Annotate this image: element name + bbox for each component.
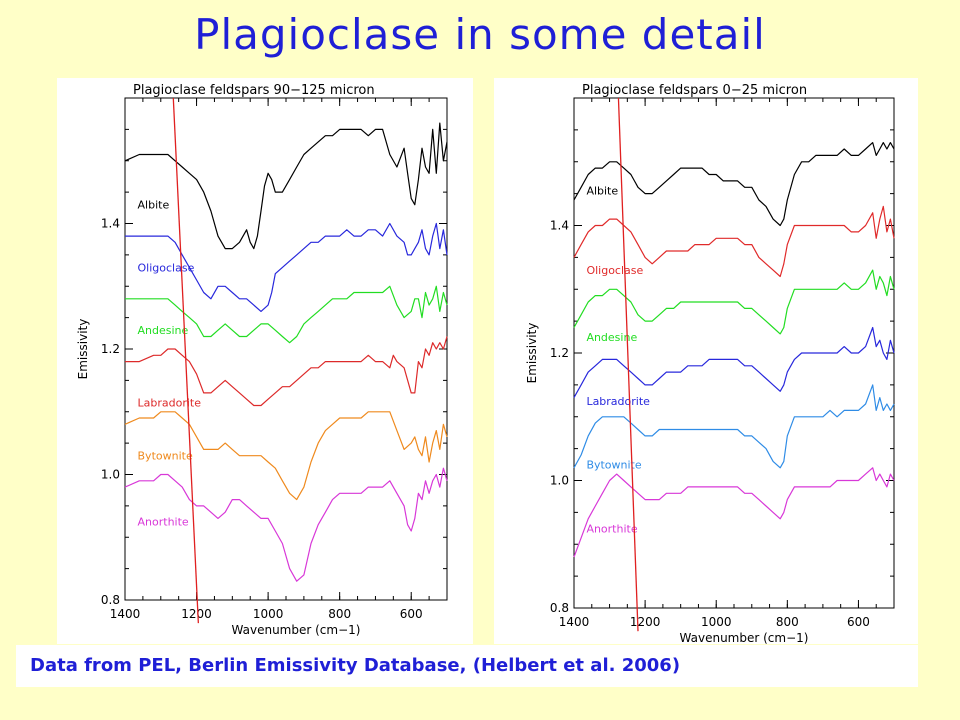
series-label-anorthite: Anorthite (586, 522, 637, 535)
x-tick-label: 1000 (253, 607, 284, 621)
slide-title: Plagioclase in some detail (194, 10, 766, 59)
y-tick-label: 0.8 (101, 593, 120, 607)
series-line-labradorite (125, 336, 448, 407)
reference-line (617, 97, 639, 632)
citation-bar: Data from PEL, Berlin Emissivity Databas… (16, 645, 918, 687)
series-line-labradorite (573, 326, 895, 398)
series-label-andesine: Andesine (586, 331, 637, 344)
reference-line (172, 97, 199, 624)
series-label-bytownite: Bytownite (138, 450, 193, 463)
y-tick-label: 1.0 (101, 468, 120, 482)
x-tick-label: 600 (400, 607, 423, 621)
emissivity-chart-0-25-micron: Plagioclase feldspars 0−25 micron 1400 120… (525, 83, 895, 644)
x-axis-label: Wavenumber (cm−1) (232, 623, 361, 637)
series-label-labradorite: Labradorite (586, 395, 650, 408)
chart-title: Plagioclase feldspars 90−125 micron (133, 83, 375, 98)
series-line-albite (573, 141, 895, 227)
series-label-labradorite: Labradorite (138, 396, 202, 409)
chart-panel-90-125-micron: Plagioclase feldspars 90−125 micron 1400 1… (57, 78, 473, 644)
x-tick-label: 1400 (110, 607, 141, 621)
series-label-oligoclase: Oligoclase (138, 261, 195, 274)
series-line-oligoclase (573, 205, 895, 278)
y-axis-label: Emissivity (76, 319, 90, 380)
x-tick-label: 1400 (559, 615, 590, 629)
x-tick-label: 1200 (630, 615, 661, 629)
series-line-bytownite (124, 411, 448, 501)
series-label-oligoclase: Oligoclase (586, 264, 643, 277)
y-tick-label: 1.4 (550, 219, 569, 233)
series-label-albite: Albite (138, 199, 170, 212)
x-tick-label: 800 (328, 607, 351, 621)
series-line-anorthite (124, 467, 448, 582)
x-tick-label: 800 (776, 615, 799, 629)
chart-title: Plagioclase feldspars 0−25 micron (582, 83, 807, 98)
x-axis-label: Wavenumber (cm−1) (680, 631, 809, 644)
y-tick-label: 1.4 (101, 217, 120, 231)
x-tick-label: 1000 (701, 615, 732, 629)
series-line-albite (124, 122, 448, 250)
x-tick-label: 600 (847, 615, 870, 629)
y-tick-label: 1.2 (101, 342, 120, 356)
y-tick-label: 1.2 (550, 346, 569, 360)
emissivity-chart-90-125-micron: Plagioclase feldspars 90−125 micron 1400 1… (76, 83, 448, 637)
chart-panel-0-25-micron: Plagioclase feldspars 0−25 micron 1400 120… (494, 78, 918, 644)
series-line-bytownite (573, 384, 895, 469)
series-label-andesine: Andesine (138, 324, 189, 337)
series-line-andesine (573, 269, 895, 335)
series-line-anorthite (573, 467, 895, 558)
series-label-albite: Albite (586, 184, 618, 197)
series-line-oligoclase (125, 222, 448, 312)
y-tick-label: 0.8 (550, 601, 569, 615)
citation-text: Data from PEL, Berlin Emissivity Databas… (30, 655, 681, 676)
series-label-anorthite: Anorthite (138, 516, 189, 529)
series-label-bytownite: Bytownite (586, 459, 641, 472)
x-tick-label: 1200 (181, 607, 212, 621)
y-axis-label: Emissivity (525, 323, 539, 384)
y-tick-label: 1.0 (550, 474, 569, 488)
series-line-andesine (125, 285, 448, 344)
